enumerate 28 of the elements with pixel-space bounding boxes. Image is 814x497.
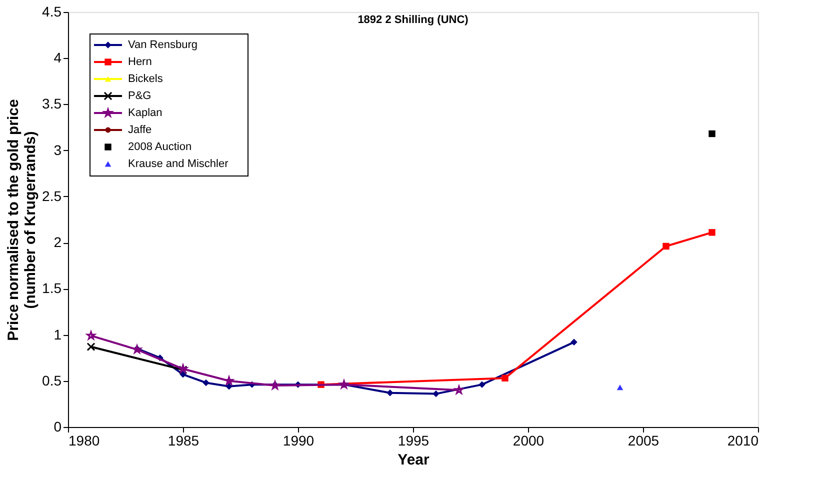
x-tick-label: 1985 [168,432,200,448]
y-tick-label: 2 [54,234,62,250]
x-tick-label: 1995 [398,432,430,448]
y-tick-label: 2.5 [42,188,62,204]
legend-label: Hern [128,56,152,68]
x-tick-label: 2005 [628,432,660,448]
y-tick-label: 0 [54,418,62,434]
y-tick-label: 1 [54,326,62,342]
legend-label: Jaffe [128,124,152,136]
legend-label: Krause and Mischler [128,158,229,170]
y-tick-label: 4 [54,50,62,66]
x-tick-label: 1990 [282,432,314,448]
chart-title: 1892 2 Shilling (UNC) [358,14,469,26]
x-tick-label: 2000 [512,432,544,448]
legend-label: 2008 Auction [128,141,192,153]
y-tick-label: 0.5 [42,372,62,388]
legend-label: Kaplan [128,107,162,119]
legend-label: P&G [128,90,152,102]
y-axis-title: Price normalised to the gold price (number of Krugerrands) [5,99,40,341]
y-tick-label: 4.5 [42,4,62,20]
x-tick-label: 1980 [68,432,100,448]
x-axis-title: Year [398,452,430,468]
x-tick-label: 2010 [727,432,759,448]
y-tick-label: 1.5 [42,280,62,296]
y-tick-label: 3.5 [42,96,62,112]
y-tick-label: 3 [54,142,62,158]
legend-label: Van Rensburg [128,39,198,51]
legend-label: Bickels [128,73,164,85]
